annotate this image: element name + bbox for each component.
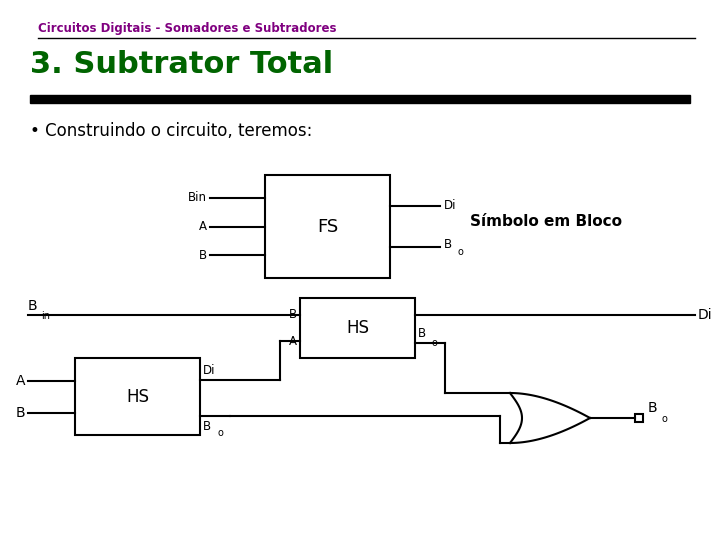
Text: Di: Di: [203, 363, 215, 376]
Text: B: B: [199, 249, 207, 262]
Text: B: B: [28, 299, 37, 313]
Text: o: o: [432, 338, 438, 348]
Bar: [265, 175, 390, 278]
Text: B: B: [444, 238, 452, 251]
Text: Di: Di: [698, 308, 713, 322]
Text: o: o: [217, 428, 223, 438]
Bar: [635, 414, 643, 422]
Text: A: A: [199, 220, 207, 233]
Text: B: B: [648, 401, 657, 415]
Text: Di: Di: [444, 199, 456, 212]
Text: Circuitos Digitais - Somadores e Subtradores: Circuitos Digitais - Somadores e Subtrad…: [38, 22, 336, 35]
Text: o: o: [458, 247, 464, 257]
Text: HS: HS: [126, 388, 149, 406]
Text: B: B: [203, 420, 211, 433]
Text: FS: FS: [317, 218, 338, 235]
Text: Símbolo em Bloco: Símbolo em Bloco: [470, 214, 622, 229]
Text: 3. Subtrator Total: 3. Subtrator Total: [30, 50, 333, 79]
Text: B: B: [289, 308, 297, 321]
Bar: [300, 298, 415, 358]
Text: HS: HS: [346, 319, 369, 337]
Text: Bin: Bin: [188, 191, 207, 204]
Text: B: B: [418, 327, 426, 340]
Text: in: in: [41, 311, 50, 321]
Text: • Construindo o circuito, teremos:: • Construindo o circuito, teremos:: [30, 122, 312, 140]
Text: B: B: [15, 407, 25, 421]
Text: A: A: [289, 335, 297, 348]
Bar: [75, 358, 200, 435]
Text: A: A: [16, 374, 25, 388]
Bar: [30, 95, 690, 103]
Text: o: o: [662, 414, 668, 424]
